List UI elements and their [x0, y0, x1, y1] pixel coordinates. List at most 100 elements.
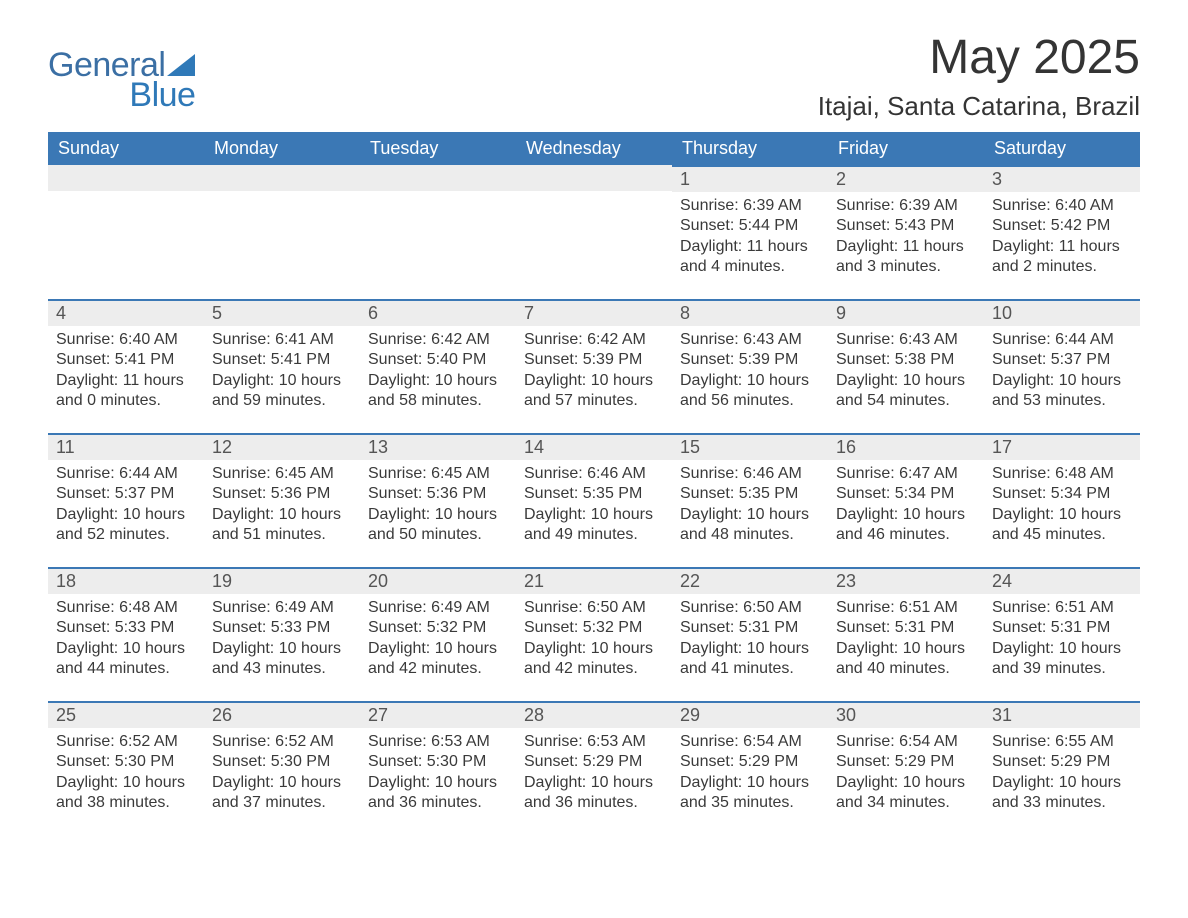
day-header: Monday [204, 132, 360, 165]
day-details: Sunrise: 6:50 AMSunset: 5:31 PMDaylight:… [672, 594, 828, 684]
daylight-line: Daylight: 10 hours and 54 minutes. [836, 371, 978, 412]
sunrise-line: Sunrise: 6:54 AM [680, 732, 822, 752]
day-wrap: 7Sunrise: 6:42 AMSunset: 5:39 PMDaylight… [516, 299, 672, 416]
day-wrap: 17Sunrise: 6:48 AMSunset: 5:34 PMDayligh… [984, 433, 1140, 550]
day-header: Thursday [672, 132, 828, 165]
sunset-line: Sunset: 5:32 PM [368, 618, 510, 638]
day-details: Sunrise: 6:51 AMSunset: 5:31 PMDaylight:… [828, 594, 984, 684]
day-number: 23 [828, 569, 984, 594]
day-number: 5 [204, 301, 360, 326]
daylight-line: Daylight: 10 hours and 49 minutes. [524, 505, 666, 546]
day-number: 31 [984, 703, 1140, 728]
day-number: 10 [984, 301, 1140, 326]
brand-logo: General Blue [48, 30, 195, 112]
sunrise-line: Sunrise: 6:45 AM [212, 464, 354, 484]
day-details: Sunrise: 6:52 AMSunset: 5:30 PMDaylight:… [48, 728, 204, 818]
calendar-day-cell: 3Sunrise: 6:40 AMSunset: 5:42 PMDaylight… [984, 165, 1140, 299]
daylight-line: Daylight: 11 hours and 0 minutes. [56, 371, 198, 412]
calendar-day-cell: 29Sunrise: 6:54 AMSunset: 5:29 PMDayligh… [672, 701, 828, 835]
day-details: Sunrise: 6:53 AMSunset: 5:29 PMDaylight:… [516, 728, 672, 818]
day-wrap: 12Sunrise: 6:45 AMSunset: 5:36 PMDayligh… [204, 433, 360, 550]
day-wrap: 8Sunrise: 6:43 AMSunset: 5:39 PMDaylight… [672, 299, 828, 416]
month-title: May 2025 [818, 30, 1140, 85]
day-number: 16 [828, 435, 984, 460]
day-wrap: 29Sunrise: 6:54 AMSunset: 5:29 PMDayligh… [672, 701, 828, 818]
calendar-day-cell: 21Sunrise: 6:50 AMSunset: 5:32 PMDayligh… [516, 567, 672, 701]
sunrise-line: Sunrise: 6:52 AM [212, 732, 354, 752]
day-number: 6 [360, 301, 516, 326]
sunset-line: Sunset: 5:38 PM [836, 350, 978, 370]
sunset-line: Sunset: 5:30 PM [212, 752, 354, 772]
sunset-line: Sunset: 5:39 PM [680, 350, 822, 370]
sunset-line: Sunset: 5:35 PM [680, 484, 822, 504]
calendar-day-cell: 12Sunrise: 6:45 AMSunset: 5:36 PMDayligh… [204, 433, 360, 567]
sunset-line: Sunset: 5:44 PM [680, 216, 822, 236]
day-number: 22 [672, 569, 828, 594]
sunrise-line: Sunrise: 6:40 AM [992, 196, 1134, 216]
day-number: 2 [828, 167, 984, 192]
daylight-line: Daylight: 10 hours and 59 minutes. [212, 371, 354, 412]
calendar-day-cell: 27Sunrise: 6:53 AMSunset: 5:30 PMDayligh… [360, 701, 516, 835]
day-details: Sunrise: 6:39 AMSunset: 5:44 PMDaylight:… [672, 192, 828, 282]
calendar-week-row: 4Sunrise: 6:40 AMSunset: 5:41 PMDaylight… [48, 299, 1140, 433]
daylight-line: Daylight: 10 hours and 45 minutes. [992, 505, 1134, 546]
daylight-line: Daylight: 10 hours and 35 minutes. [680, 773, 822, 814]
sunset-line: Sunset: 5:39 PM [524, 350, 666, 370]
day-wrap: 25Sunrise: 6:52 AMSunset: 5:30 PMDayligh… [48, 701, 204, 818]
sunset-line: Sunset: 5:32 PM [524, 618, 666, 638]
day-details: Sunrise: 6:54 AMSunset: 5:29 PMDaylight:… [672, 728, 828, 818]
day-header: Wednesday [516, 132, 672, 165]
day-wrap: 16Sunrise: 6:47 AMSunset: 5:34 PMDayligh… [828, 433, 984, 550]
calendar-day-cell: 2 Sunrise: 6:39 AMSunset: 5:43 PMDaylight… [828, 165, 984, 299]
sunset-line: Sunset: 5:33 PM [56, 618, 198, 638]
daylight-line: Daylight: 10 hours and 58 minutes. [368, 371, 510, 412]
day-details: Sunrise: 6:47 AMSunset: 5:34 PMDaylight:… [828, 460, 984, 550]
daylight-line: Daylight: 10 hours and 37 minutes. [212, 773, 354, 814]
calendar-day-cell: 15Sunrise: 6:46 AMSunset: 5:35 PMDayligh… [672, 433, 828, 567]
day-details: Sunrise: 6:41 AMSunset: 5:41 PMDaylight:… [204, 326, 360, 416]
day-number: 11 [48, 435, 204, 460]
day-details: Sunrise: 6:51 AMSunset: 5:31 PMDaylight:… [984, 594, 1140, 684]
brand-text: General Blue [48, 48, 195, 112]
sunrise-line: Sunrise: 6:43 AM [680, 330, 822, 350]
sunrise-line: Sunrise: 6:39 AM [836, 196, 978, 216]
day-wrap: 13Sunrise: 6:45 AMSunset: 5:36 PMDayligh… [360, 433, 516, 550]
day-wrap: 11Sunrise: 6:44 AMSunset: 5:37 PMDayligh… [48, 433, 204, 550]
day-wrap: 5Sunrise: 6:41 AMSunset: 5:41 PMDaylight… [204, 299, 360, 416]
empty-day-strip [360, 165, 516, 191]
day-number: 26 [204, 703, 360, 728]
sunrise-line: Sunrise: 6:40 AM [56, 330, 198, 350]
calendar-empty-cell [360, 165, 516, 299]
daylight-line: Daylight: 10 hours and 42 minutes. [368, 639, 510, 680]
day-details: Sunrise: 6:49 AMSunset: 5:33 PMDaylight:… [204, 594, 360, 684]
day-wrap: 21Sunrise: 6:50 AMSunset: 5:32 PMDayligh… [516, 567, 672, 684]
day-details: Sunrise: 6:46 AMSunset: 5:35 PMDaylight:… [672, 460, 828, 550]
daylight-line: Daylight: 10 hours and 34 minutes. [836, 773, 978, 814]
sunrise-line: Sunrise: 6:43 AM [836, 330, 978, 350]
day-number: 25 [48, 703, 204, 728]
day-wrap: 4Sunrise: 6:40 AMSunset: 5:41 PMDaylight… [48, 299, 204, 416]
day-number: 8 [672, 301, 828, 326]
sunset-line: Sunset: 5:31 PM [680, 618, 822, 638]
daylight-line: Daylight: 10 hours and 36 minutes. [368, 773, 510, 814]
day-wrap: 20Sunrise: 6:49 AMSunset: 5:32 PMDayligh… [360, 567, 516, 684]
calendar-day-cell: 18Sunrise: 6:48 AMSunset: 5:33 PMDayligh… [48, 567, 204, 701]
day-details: Sunrise: 6:50 AMSunset: 5:32 PMDaylight:… [516, 594, 672, 684]
day-number: 27 [360, 703, 516, 728]
day-number: 3 [984, 167, 1140, 192]
day-header: Tuesday [360, 132, 516, 165]
calendar-week-row: 25Sunrise: 6:52 AMSunset: 5:30 PMDayligh… [48, 701, 1140, 835]
sunrise-line: Sunrise: 6:45 AM [368, 464, 510, 484]
empty-day-strip [516, 165, 672, 191]
sunrise-line: Sunrise: 6:47 AM [836, 464, 978, 484]
daylight-line: Daylight: 11 hours and 3 minutes. [836, 237, 978, 278]
sunset-line: Sunset: 5:36 PM [212, 484, 354, 504]
day-details: Sunrise: 6:53 AMSunset: 5:30 PMDaylight:… [360, 728, 516, 818]
sunset-line: Sunset: 5:31 PM [836, 618, 978, 638]
day-wrap: 9Sunrise: 6:43 AMSunset: 5:38 PMDaylight… [828, 299, 984, 416]
daylight-line: Daylight: 10 hours and 40 minutes. [836, 639, 978, 680]
daylight-line: Daylight: 10 hours and 33 minutes. [992, 773, 1134, 814]
day-number: 19 [204, 569, 360, 594]
sunrise-line: Sunrise: 6:51 AM [992, 598, 1134, 618]
sunset-line: Sunset: 5:43 PM [836, 216, 978, 236]
